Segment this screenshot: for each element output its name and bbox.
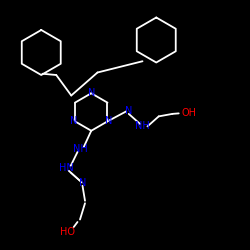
Text: HN: HN [59,163,74,173]
Text: N: N [88,88,95,98]
Text: N: N [125,106,132,116]
Text: N: N [105,116,112,126]
Text: HO: HO [60,227,75,237]
Text: N: N [79,178,86,188]
Text: N: N [70,116,78,126]
Text: OH: OH [182,108,197,118]
Text: NH: NH [135,121,150,131]
Text: NH: NH [72,144,88,154]
